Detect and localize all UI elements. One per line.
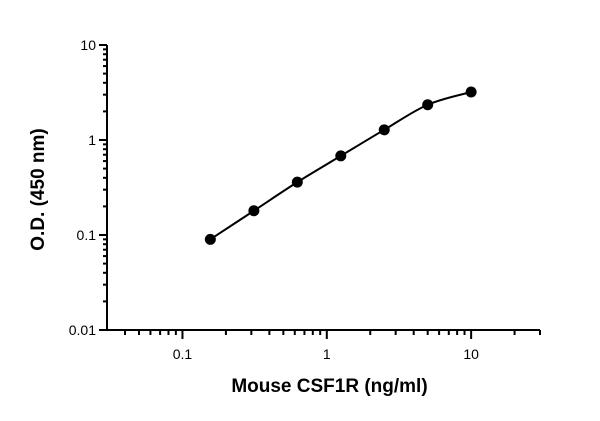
- data-point: [422, 99, 434, 111]
- data-point: [291, 176, 303, 188]
- y-tick-label: 10: [80, 37, 96, 53]
- data-point: [248, 205, 260, 217]
- fit-curve: [209, 91, 472, 241]
- y-tick-label: 0.01: [69, 322, 96, 338]
- data-point: [465, 86, 477, 98]
- y-tick-label: 0.1: [77, 227, 97, 243]
- y-axis-title: O.D. (450 nm): [28, 128, 49, 250]
- x-ticks: 0.1 1 10: [124, 330, 541, 362]
- y-tick-label: 1: [88, 132, 96, 148]
- x-axis-title: Mouse CSF1R (ng/ml): [231, 376, 427, 397]
- data-point: [204, 233, 216, 245]
- data-points: [204, 86, 477, 245]
- x-tick-label: 1: [323, 346, 331, 362]
- y-ticks: 0.01 0.1 1 10: [69, 37, 107, 338]
- data-point: [335, 150, 347, 162]
- axes: [106, 45, 540, 331]
- x-tick-label: 10: [463, 346, 479, 362]
- x-tick-label: 0.1: [173, 346, 193, 362]
- data-point: [378, 124, 390, 136]
